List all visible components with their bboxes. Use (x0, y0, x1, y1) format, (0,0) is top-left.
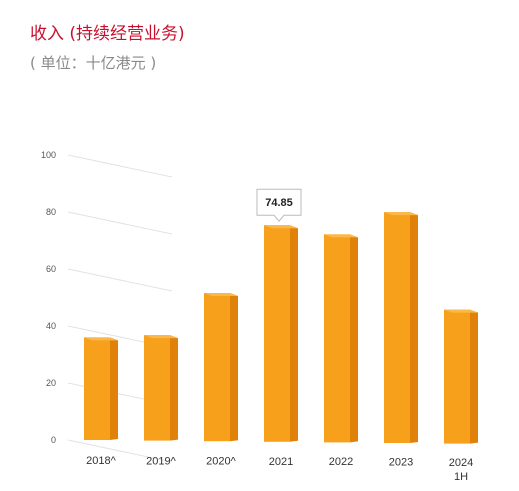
bar-front-face (204, 293, 230, 442)
y-tick-label: 0 (51, 435, 56, 445)
x-tick-label: 1H (454, 471, 468, 483)
grid-line (67, 439, 173, 463)
x-tick-label: 2024 (449, 457, 473, 469)
chart-subtitle: ( 单位：十亿港元 ) (30, 54, 157, 72)
x-tick-label: 2023 (389, 457, 413, 469)
bar-top-face (444, 309, 478, 313)
bar-side-face (470, 309, 478, 444)
bar-front-face (444, 309, 470, 444)
bar-top-face (324, 234, 358, 238)
bar-side-face (230, 293, 238, 442)
x-tick-label: 2020^ (206, 456, 236, 468)
y-tick-label: 40 (46, 321, 56, 331)
bar (444, 309, 478, 444)
tooltip-box (256, 188, 302, 222)
bar (324, 234, 358, 443)
bar-front-face (264, 225, 290, 442)
bar-front-face (144, 335, 170, 441)
bar-side-face (110, 337, 118, 440)
x-tick-label: 2021 (269, 456, 293, 468)
y-tick-label: 20 (46, 378, 56, 388)
tooltip-value: 74.85 (265, 197, 293, 209)
y-axis-ticks: 0 20 40 60 80 100 (41, 150, 56, 445)
bar-side-face (170, 335, 178, 441)
bar-top-face (384, 212, 418, 216)
bar-series (84, 212, 478, 444)
y-tick-label: 80 (46, 207, 56, 217)
bar-side-face (290, 225, 298, 442)
x-tick-label: 2022 (329, 456, 353, 468)
bar-front-face (84, 337, 110, 440)
bar-side-face (410, 212, 418, 443)
bar-top-face (144, 335, 178, 339)
y-tick-label: 100 (41, 150, 56, 160)
x-tick-label: 2019^ (146, 455, 176, 467)
x-tick-label: 2018^ (86, 455, 116, 467)
bar (264, 225, 298, 442)
bar (84, 337, 118, 440)
bar-top-face (84, 337, 118, 341)
grid-line (67, 154, 173, 178)
bar-front-face (324, 234, 350, 443)
bar-top-face (204, 293, 238, 296)
bar-front-face (384, 212, 410, 443)
chart-title: 收入 (持续经营业务) (30, 24, 185, 44)
value-tooltip: 74.85 (256, 188, 302, 222)
bar (144, 335, 178, 441)
grid-line (67, 211, 173, 235)
x-axis-ticks: 2018^ 2019^ 2020^ 2021 2022 2023 2024 1H (86, 455, 473, 483)
grid-line (67, 268, 173, 292)
y-tick-label: 60 (46, 264, 56, 274)
bar-side-face (350, 234, 358, 443)
bar (384, 212, 418, 443)
bar (204, 293, 238, 442)
bar-top-face (264, 225, 298, 229)
